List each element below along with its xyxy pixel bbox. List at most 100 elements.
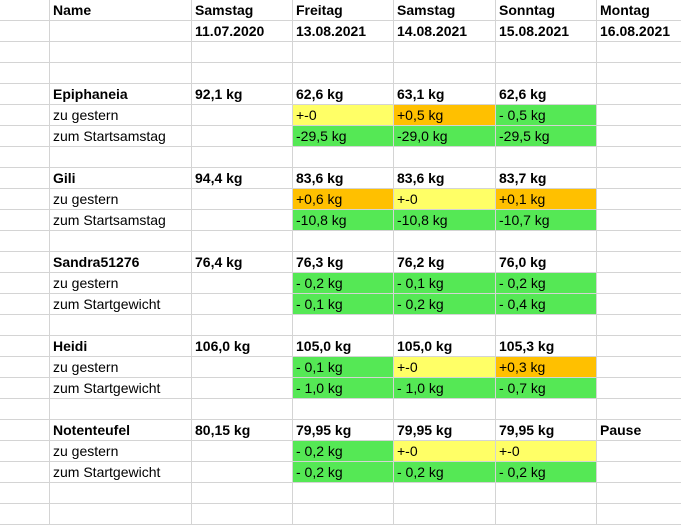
weight-cell[interactable]: 76,2 kg (394, 252, 496, 273)
diff-cell[interactable]: +-0 (394, 357, 496, 378)
empty-cell[interactable] (394, 231, 496, 252)
empty-cell[interactable] (394, 63, 496, 84)
header-date[interactable]: 14.08.2021 (394, 21, 496, 42)
total-cell[interactable]: -10,7 kg (496, 210, 597, 231)
diff-cell[interactable]: - 0,2 kg (293, 441, 394, 462)
header-day[interactable]: Montag (597, 0, 681, 21)
person-name[interactable]: Notenteufel (50, 420, 192, 441)
weight-cell[interactable]: 83,6 kg (293, 168, 394, 189)
total-label[interactable]: zum Startgewicht (50, 378, 192, 399)
diff-cell[interactable]: - 0,5 kg (496, 105, 597, 126)
total-cell[interactable]: -29,0 kg (394, 126, 496, 147)
empty-cell[interactable] (50, 504, 192, 525)
diff-label[interactable]: zu gestern (50, 273, 192, 294)
header-day[interactable]: Samstag (394, 0, 496, 21)
empty-cell[interactable] (394, 483, 496, 504)
weight-cell[interactable]: 62,6 kg (496, 84, 597, 105)
total-cell[interactable]: -10,8 kg (394, 210, 496, 231)
empty-cell[interactable] (394, 504, 496, 525)
empty-cell[interactable] (0, 399, 50, 420)
person-name[interactable]: Gili (50, 168, 192, 189)
empty-cell[interactable] (496, 399, 597, 420)
empty-cell[interactable] (597, 147, 681, 168)
total-cell[interactable]: - 0,2 kg (394, 294, 496, 315)
empty-cell[interactable] (50, 42, 192, 63)
empty-cell[interactable] (0, 504, 50, 525)
total-cell[interactable]: - 1,0 kg (293, 378, 394, 399)
empty-cell[interactable] (192, 441, 293, 462)
empty-cell[interactable] (496, 504, 597, 525)
weight-cell[interactable]: 105,0 kg (394, 336, 496, 357)
empty-cell[interactable] (394, 42, 496, 63)
total-cell[interactable]: -29,5 kg (496, 126, 597, 147)
empty-cell[interactable] (192, 210, 293, 231)
empty-cell[interactable] (394, 147, 496, 168)
diff-cell[interactable]: - 0,2 kg (293, 273, 394, 294)
weight-cell[interactable]: 106,0 kg (192, 336, 293, 357)
empty-cell[interactable] (496, 147, 597, 168)
empty-cell[interactable] (0, 483, 50, 504)
empty-cell[interactable] (597, 357, 681, 378)
empty-cell[interactable] (293, 483, 394, 504)
empty-cell[interactable] (192, 189, 293, 210)
diff-cell[interactable]: +0,6 kg (293, 189, 394, 210)
weight-cell[interactable]: 105,0 kg (293, 336, 394, 357)
empty-cell[interactable] (496, 42, 597, 63)
empty-cell[interactable] (597, 294, 681, 315)
header-date[interactable]: 11.07.2020 (192, 21, 293, 42)
total-cell[interactable]: -29,5 kg (293, 126, 394, 147)
weight-cell[interactable]: Pause (597, 420, 681, 441)
empty-cell[interactable] (0, 315, 50, 336)
weight-cell[interactable] (597, 168, 681, 189)
total-cell[interactable]: -10,8 kg (293, 210, 394, 231)
empty-cell[interactable] (50, 21, 192, 42)
empty-cell[interactable] (192, 462, 293, 483)
empty-cell[interactable] (192, 126, 293, 147)
empty-cell[interactable] (293, 231, 394, 252)
empty-cell[interactable] (597, 378, 681, 399)
diff-cell[interactable]: +-0 (496, 441, 597, 462)
empty-cell[interactable] (496, 483, 597, 504)
empty-cell[interactable] (0, 336, 50, 357)
empty-cell[interactable] (192, 231, 293, 252)
empty-cell[interactable] (0, 294, 50, 315)
empty-cell[interactable] (496, 63, 597, 84)
empty-cell[interactable] (0, 189, 50, 210)
weight-cell[interactable]: 79,95 kg (496, 420, 597, 441)
empty-cell[interactable] (0, 42, 50, 63)
empty-cell[interactable] (192, 378, 293, 399)
person-name[interactable]: Heidi (50, 336, 192, 357)
empty-cell[interactable] (597, 189, 681, 210)
empty-cell[interactable] (192, 504, 293, 525)
weight-cell[interactable] (597, 252, 681, 273)
total-label[interactable]: zum Startsamstag (50, 210, 192, 231)
empty-cell[interactable] (0, 147, 50, 168)
empty-cell[interactable] (192, 315, 293, 336)
total-cell[interactable]: - 0,7 kg (496, 378, 597, 399)
empty-cell[interactable] (0, 21, 50, 42)
weight-cell[interactable]: 92,1 kg (192, 84, 293, 105)
empty-cell[interactable] (0, 0, 50, 21)
empty-cell[interactable] (597, 462, 681, 483)
empty-cell[interactable] (293, 147, 394, 168)
empty-cell[interactable] (597, 399, 681, 420)
header-day[interactable]: Sonntag (496, 0, 597, 21)
diff-label[interactable]: zu gestern (50, 105, 192, 126)
empty-cell[interactable] (597, 231, 681, 252)
diff-cell[interactable]: +-0 (394, 189, 496, 210)
weight-cell[interactable]: 63,1 kg (394, 84, 496, 105)
total-label[interactable]: zum Startgewicht (50, 294, 192, 315)
empty-cell[interactable] (50, 315, 192, 336)
empty-cell[interactable] (0, 252, 50, 273)
total-cell[interactable]: - 0,2 kg (394, 462, 496, 483)
empty-cell[interactable] (192, 105, 293, 126)
diff-cell[interactable]: +0,1 kg (496, 189, 597, 210)
total-label[interactable]: zum Startsamstag (50, 126, 192, 147)
empty-cell[interactable] (293, 504, 394, 525)
weight-cell[interactable]: 62,6 kg (293, 84, 394, 105)
total-cell[interactable]: - 0,2 kg (293, 462, 394, 483)
empty-cell[interactable] (50, 483, 192, 504)
empty-cell[interactable] (0, 357, 50, 378)
empty-cell[interactable] (293, 42, 394, 63)
weight-cell[interactable]: 76,3 kg (293, 252, 394, 273)
